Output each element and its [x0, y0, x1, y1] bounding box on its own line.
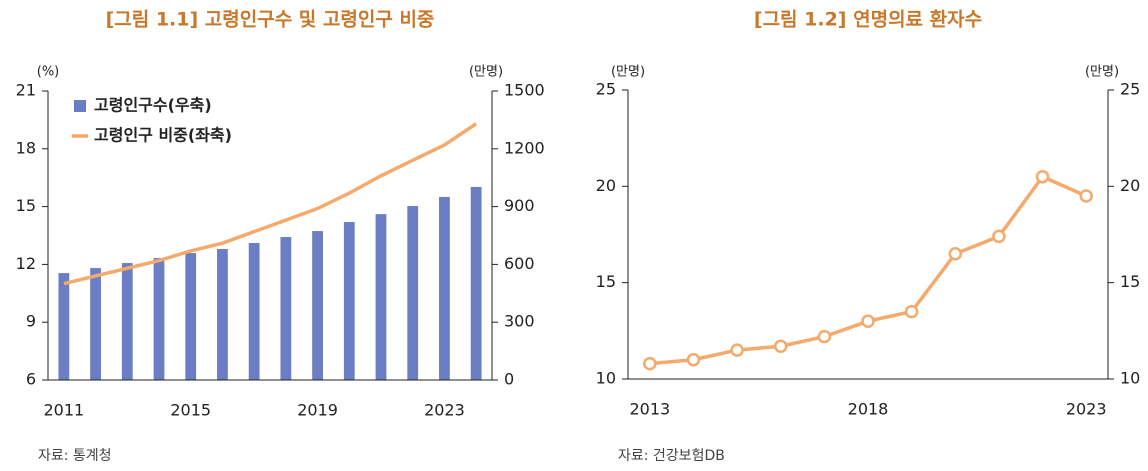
y2-unit: (만명): [1085, 65, 1119, 80]
marker: [643, 356, 657, 371]
y-unit: (만명): [611, 65, 645, 80]
y2-tick-label: 25: [1120, 80, 1140, 99]
marker: [730, 343, 744, 357]
y2-tick-label: 10: [1120, 369, 1140, 388]
bar: [121, 263, 133, 380]
bar: [217, 248, 228, 380]
marker: [773, 339, 788, 353]
line: [63, 122, 478, 286]
y-tick-label: 12: [16, 254, 36, 273]
bar: [375, 214, 387, 380]
marker: [861, 314, 875, 328]
x-tick-label: 2011: [43, 401, 84, 420]
y-tick-label: 9: [26, 312, 36, 331]
source: 자료: 건강보험DB: [618, 448, 725, 464]
bar: [153, 258, 165, 380]
marker: [948, 247, 963, 261]
bar: [90, 268, 101, 380]
y2-tick-label: 1200: [504, 138, 545, 157]
marker: [686, 352, 701, 367]
legend-label: 고령인구 비중(좌축): [94, 126, 232, 145]
bar: [407, 206, 419, 380]
bar: [343, 222, 355, 380]
y2-tick-label: 15: [1120, 272, 1140, 291]
x-tick-label: 2015: [170, 401, 211, 420]
y-tick-label: 20: [596, 176, 616, 195]
x-tick-label: 2023: [1066, 400, 1107, 419]
y-tick-label: 18: [16, 138, 36, 157]
bar: [280, 237, 292, 380]
y2-unit: (만명): [469, 65, 503, 80]
y2-tick-label: 900: [504, 196, 535, 215]
chart-title: [그림 1.1] 고령인구수 및 고령인구 비중: [106, 9, 435, 31]
marker: [904, 304, 919, 319]
y-tick-label: 15: [16, 196, 36, 215]
marker: [1035, 169, 1050, 184]
marker: [817, 329, 832, 344]
y2-tick-label: 300: [504, 312, 535, 331]
legend-swatch: [74, 100, 86, 112]
y2-tick-label: 1500: [504, 81, 545, 100]
bar: [470, 186, 482, 380]
marker: [1079, 189, 1093, 203]
y-tick-label: 21: [16, 81, 36, 100]
y-tick-label: 10: [596, 369, 616, 388]
bar: [58, 273, 70, 380]
bar: [312, 231, 323, 380]
x-tick-label: 2018: [848, 400, 889, 419]
y-tick-label: 25: [596, 80, 616, 99]
y2-tick-label: 20: [1120, 176, 1140, 195]
x-tick-label: 2013: [629, 400, 670, 419]
y-unit: (%): [37, 65, 60, 80]
bar: [439, 196, 450, 380]
x-tick-label: 2019: [297, 401, 338, 420]
y-tick-label: 15: [596, 272, 616, 291]
y2-tick-label: 600: [504, 254, 535, 273]
chart-title: [그림 1.2] 연명의료 환자수: [754, 9, 982, 31]
line: [649, 174, 1087, 366]
x-tick-label: 2023: [424, 401, 465, 420]
source: 자료: 통계청: [38, 448, 112, 464]
y2-tick-label: 0: [504, 370, 514, 389]
bar: [185, 253, 197, 380]
legend-label: 고령인구수(우축): [94, 96, 212, 115]
y-tick-label: 6: [26, 370, 36, 389]
bar: [248, 243, 260, 380]
marker: [992, 229, 1006, 244]
